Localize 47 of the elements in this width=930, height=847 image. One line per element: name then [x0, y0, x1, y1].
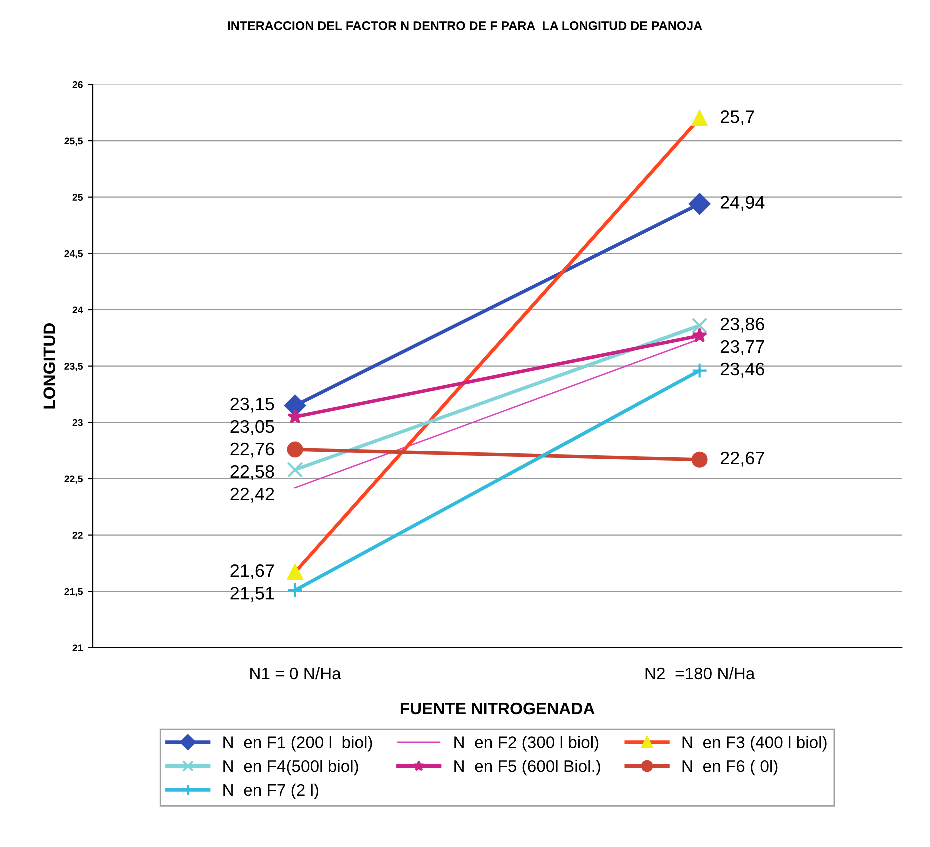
x-tick-label: N2 =180 N/Ha: [646, 667, 756, 680]
point: [287, 462, 304, 478]
y-tick-label: 21: [72, 644, 84, 652]
y-tick-label: 25: [72, 194, 84, 201]
y-tick-label: 22,5: [64, 476, 84, 484]
point: [692, 452, 708, 468]
y-tick-label: 24,5: [64, 250, 84, 259]
data-label: 21,51: [230, 587, 274, 602]
data-label: 22,67: [720, 452, 764, 467]
y-tick-label: 25,5: [64, 138, 84, 146]
legend-label: N en F3 (400 l biol): [682, 736, 827, 752]
legend-label: N en F5 (600l Biol.): [454, 760, 600, 776]
y-tick-label: 22: [72, 532, 83, 539]
data-label: 22,58: [230, 465, 274, 480]
legend-label: N en F6 ( 0l): [682, 760, 778, 776]
data-label: 23,46: [720, 362, 764, 378]
point: [287, 582, 304, 598]
y-tick-label: 26: [72, 81, 83, 88]
data-label: 23,05: [230, 420, 274, 436]
point: [692, 328, 708, 343]
data-label: 25,7: [720, 110, 754, 126]
x-tick-label: N1 = 0 N/Ha: [250, 667, 342, 680]
point: [287, 564, 304, 580]
data-label: 22,76: [230, 442, 274, 458]
y-axis-title: LONGITUD: [44, 324, 56, 409]
y-tick-label: 23,5: [64, 363, 84, 372]
data-label: 24,94: [720, 196, 765, 212]
point: [288, 409, 303, 424]
x-axis-title: FUENTE NITROGENADA: [400, 702, 595, 715]
y-tick-label: 24: [72, 306, 84, 314]
legend-label: N en F1 (200 l biol): [224, 736, 372, 752]
point: [692, 362, 708, 379]
legend-label: N en F4(500l biol): [224, 760, 358, 776]
legend-label: N en F2 (300 l biol): [454, 736, 599, 752]
data-label: 22,42: [230, 488, 274, 503]
point: [287, 442, 304, 458]
data-label: 23,77: [720, 340, 764, 356]
y-tick-label: 23: [72, 419, 83, 426]
data-label: 21,67: [230, 564, 274, 580]
point: [692, 318, 708, 334]
point: [692, 110, 708, 126]
legend-label: N en F7 (2 l): [224, 784, 318, 800]
chart-title: INTERACCION DEL FACTOR N DENTRO DE F PARA LA LONGITUD DE PANOJA: [228, 22, 702, 30]
point: [688, 193, 711, 215]
data-label: 23,86: [720, 318, 764, 333]
y-tick-label: 21,5: [64, 588, 84, 597]
data-label: 23,15: [230, 398, 274, 413]
